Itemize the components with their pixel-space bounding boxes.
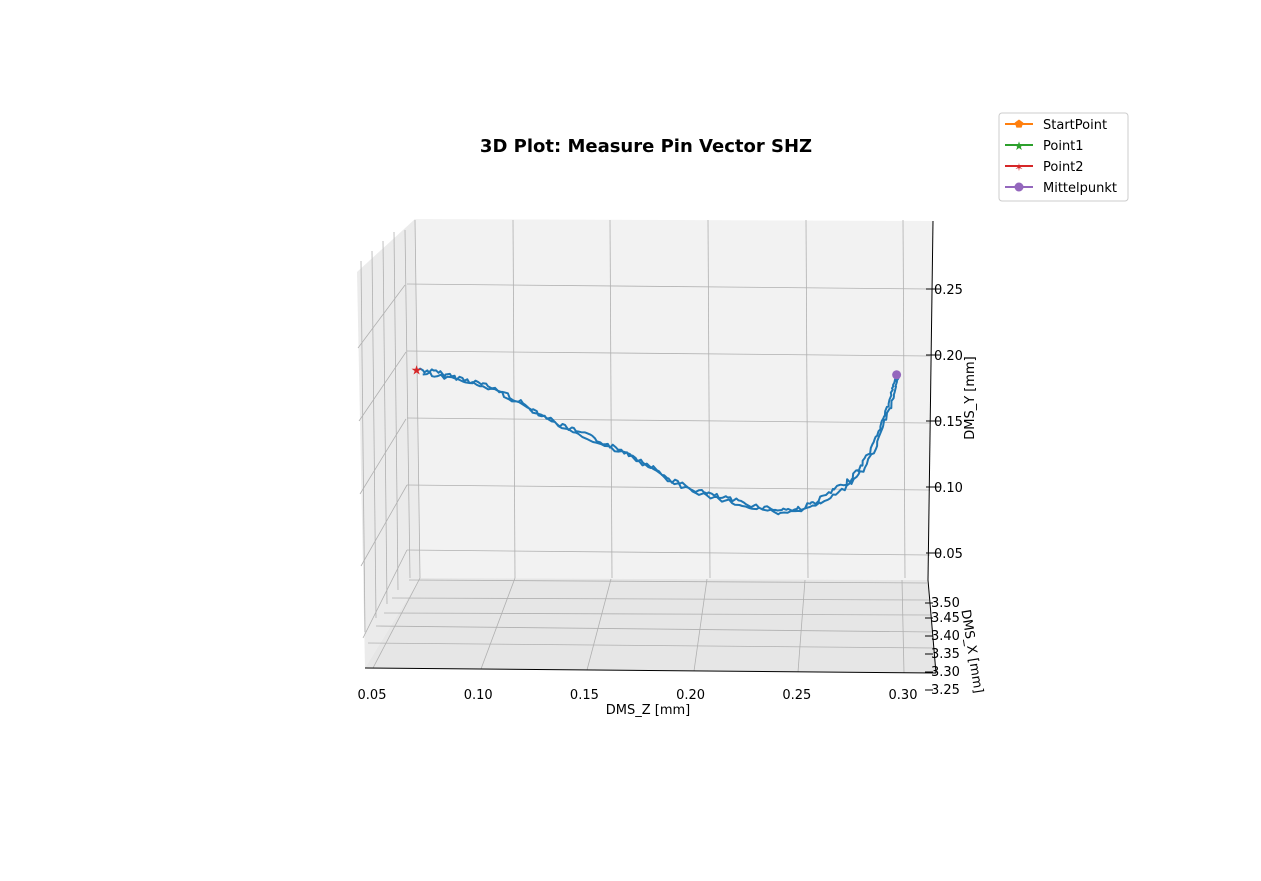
legend-marker-star: ★: [1014, 139, 1025, 153]
grid-line: [359, 418, 407, 495]
legend-marker-circle: [1014, 182, 1024, 192]
grid-line: [512, 219, 516, 579]
chart-title: 3D Plot: Measure Pin Vector SHZ: [480, 136, 812, 157]
grid-line: [693, 578, 708, 672]
point2-marker: ★: [411, 364, 423, 379]
y-tick-label: 0.25: [934, 283, 963, 298]
y-tick-label: 0.15: [934, 415, 963, 430]
grid-line: [383, 612, 932, 616]
legend-label: Point2: [1043, 160, 1084, 175]
x-tick-label: 3.30: [931, 665, 960, 680]
grid-line: [362, 549, 408, 639]
z-tick-label: 0.25: [782, 688, 811, 703]
axes: [364, 220, 937, 674]
legend-box: [998, 112, 1129, 202]
grid-line: [480, 577, 516, 670]
z-tick-label: 0.05: [358, 688, 387, 703]
grid-line: [414, 219, 421, 579]
grid-line: [609, 219, 613, 579]
z-tick-label: 0.30: [889, 688, 918, 703]
grid-line: [391, 597, 930, 601]
floor-pane: [365, 578, 936, 673]
x-axis-line: [364, 667, 937, 674]
grid-line: [372, 577, 421, 669]
grid-line: [805, 219, 809, 579]
y-ticks: 0.05 0.10 0.15 0.20 0.25: [926, 283, 963, 562]
grid-line: [406, 417, 931, 424]
grid-line: [408, 579, 928, 584]
z-axis-line: [927, 579, 937, 674]
legend: StartPoint ★ Point1 ✶ Point2 Mittelpunkt: [998, 112, 1129, 202]
grid-line: [367, 642, 935, 649]
mittelpunkt-marker: [892, 370, 902, 380]
grid-line: [707, 219, 711, 579]
grid-line: [358, 351, 407, 422]
grid-line: [404, 229, 411, 579]
x-tick-label: 3.45: [931, 611, 960, 626]
grid-lines: [357, 219, 935, 674]
grid-line: [406, 549, 931, 556]
grid-line: [586, 578, 612, 671]
grid-line: [393, 231, 399, 591]
x-tick-label: 3.40: [931, 629, 960, 644]
x-tick-label: 3.35: [931, 647, 960, 662]
z-axis-label: DMS_X [mm]: [957, 609, 985, 695]
grid-line: [360, 484, 408, 567]
y-axis-line: [927, 220, 934, 581]
legend-marker-pentagon: [1014, 119, 1024, 128]
legend-marker-star: ✶: [1014, 161, 1023, 174]
grid-line: [406, 283, 931, 290]
grid-line: [406, 350, 931, 357]
back-pane: [415, 219, 933, 580]
y-tick-label: 0.10: [934, 481, 963, 496]
legend-label: Point1: [1043, 139, 1084, 154]
x-axis-label: DMS_Z [mm]: [606, 703, 691, 718]
grid-line: [797, 579, 806, 673]
y-tick-label: 0.20: [934, 349, 963, 364]
grid-line: [375, 625, 933, 633]
legend-label: Mittelpunkt: [1043, 181, 1117, 196]
z-tick-label: 0.15: [570, 688, 599, 703]
z-tick-label: 0.10: [464, 688, 493, 703]
grid-line: [902, 219, 906, 579]
grid-line: [371, 250, 377, 619]
x-tick-label: 3.25: [931, 683, 960, 698]
y-axis-label: DMS_Y [mm]: [963, 356, 978, 440]
grid-line: [382, 240, 388, 605]
z-ticks: 0.05 0.10 0.15 0.20 0.25 0.30: [358, 688, 918, 703]
grid-line: [901, 579, 905, 674]
x-ticks: 3.25 3.30 3.35 3.40 3.453.50: [925, 596, 960, 698]
grid-line: [357, 284, 406, 349]
trajectory-line: [418, 367, 900, 516]
grid-line: [360, 260, 366, 633]
x-tick-label: 3.50: [931, 596, 960, 611]
legend-label: StartPoint: [1043, 118, 1107, 133]
z-tick-label: 0.20: [676, 688, 705, 703]
y-tick-label: 0.05: [934, 547, 963, 562]
point-markers: ★: [411, 364, 902, 380]
